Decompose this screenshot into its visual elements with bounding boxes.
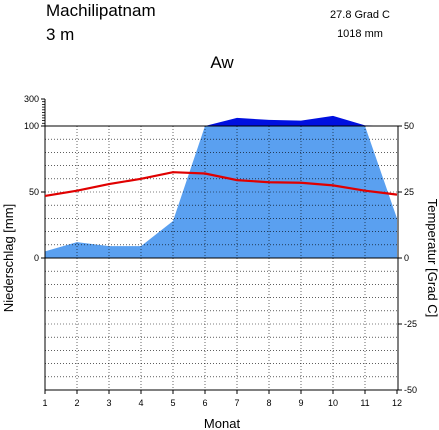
x-tick-label: 11 [360, 398, 369, 408]
precipitation-area [45, 126, 397, 258]
right-tick-label: 50 [404, 121, 414, 131]
x-tick-label: 6 [202, 398, 207, 408]
left-tick-label: 100 [24, 121, 39, 131]
left-tick-label: 300 [24, 94, 39, 104]
x-tick-label: 12 [392, 398, 402, 408]
x-tick-label: 8 [266, 398, 271, 408]
annual-precipitation: 1018 mm [337, 28, 383, 40]
station-elevation: 3 m [46, 25, 74, 44]
right-tick-label: 0 [404, 253, 409, 263]
x-tick-label: 7 [234, 398, 239, 408]
mean-temperature: 27.8 Grad C [330, 9, 390, 21]
right-tick-label: -50 [404, 385, 417, 395]
temperature-line [44, 171, 398, 198]
x-tick-label: 1 [42, 398, 47, 408]
x-tick-label: 9 [298, 398, 303, 408]
x-axis-label: Monat [204, 416, 241, 430]
x-tick-label: 4 [138, 398, 143, 408]
precipitation-excess-area [45, 115, 397, 126]
right-tick-label: 25 [404, 187, 414, 197]
left-tick-label: 0 [34, 253, 39, 263]
left-axis-label: Niederschlag [mm] [1, 204, 16, 312]
station-name: Machilipatnam [46, 1, 156, 20]
x-tick-label: 5 [170, 398, 175, 408]
right-tick-label: -25 [404, 319, 417, 329]
right-axis-label: Temperatur [Grad C] [425, 199, 439, 318]
x-tick-label: 10 [328, 398, 338, 408]
left-tick-label: 50 [29, 187, 39, 197]
x-tick-label: 3 [106, 398, 111, 408]
climate-class: Aw [210, 53, 234, 72]
x-tick-label: 2 [74, 398, 79, 408]
